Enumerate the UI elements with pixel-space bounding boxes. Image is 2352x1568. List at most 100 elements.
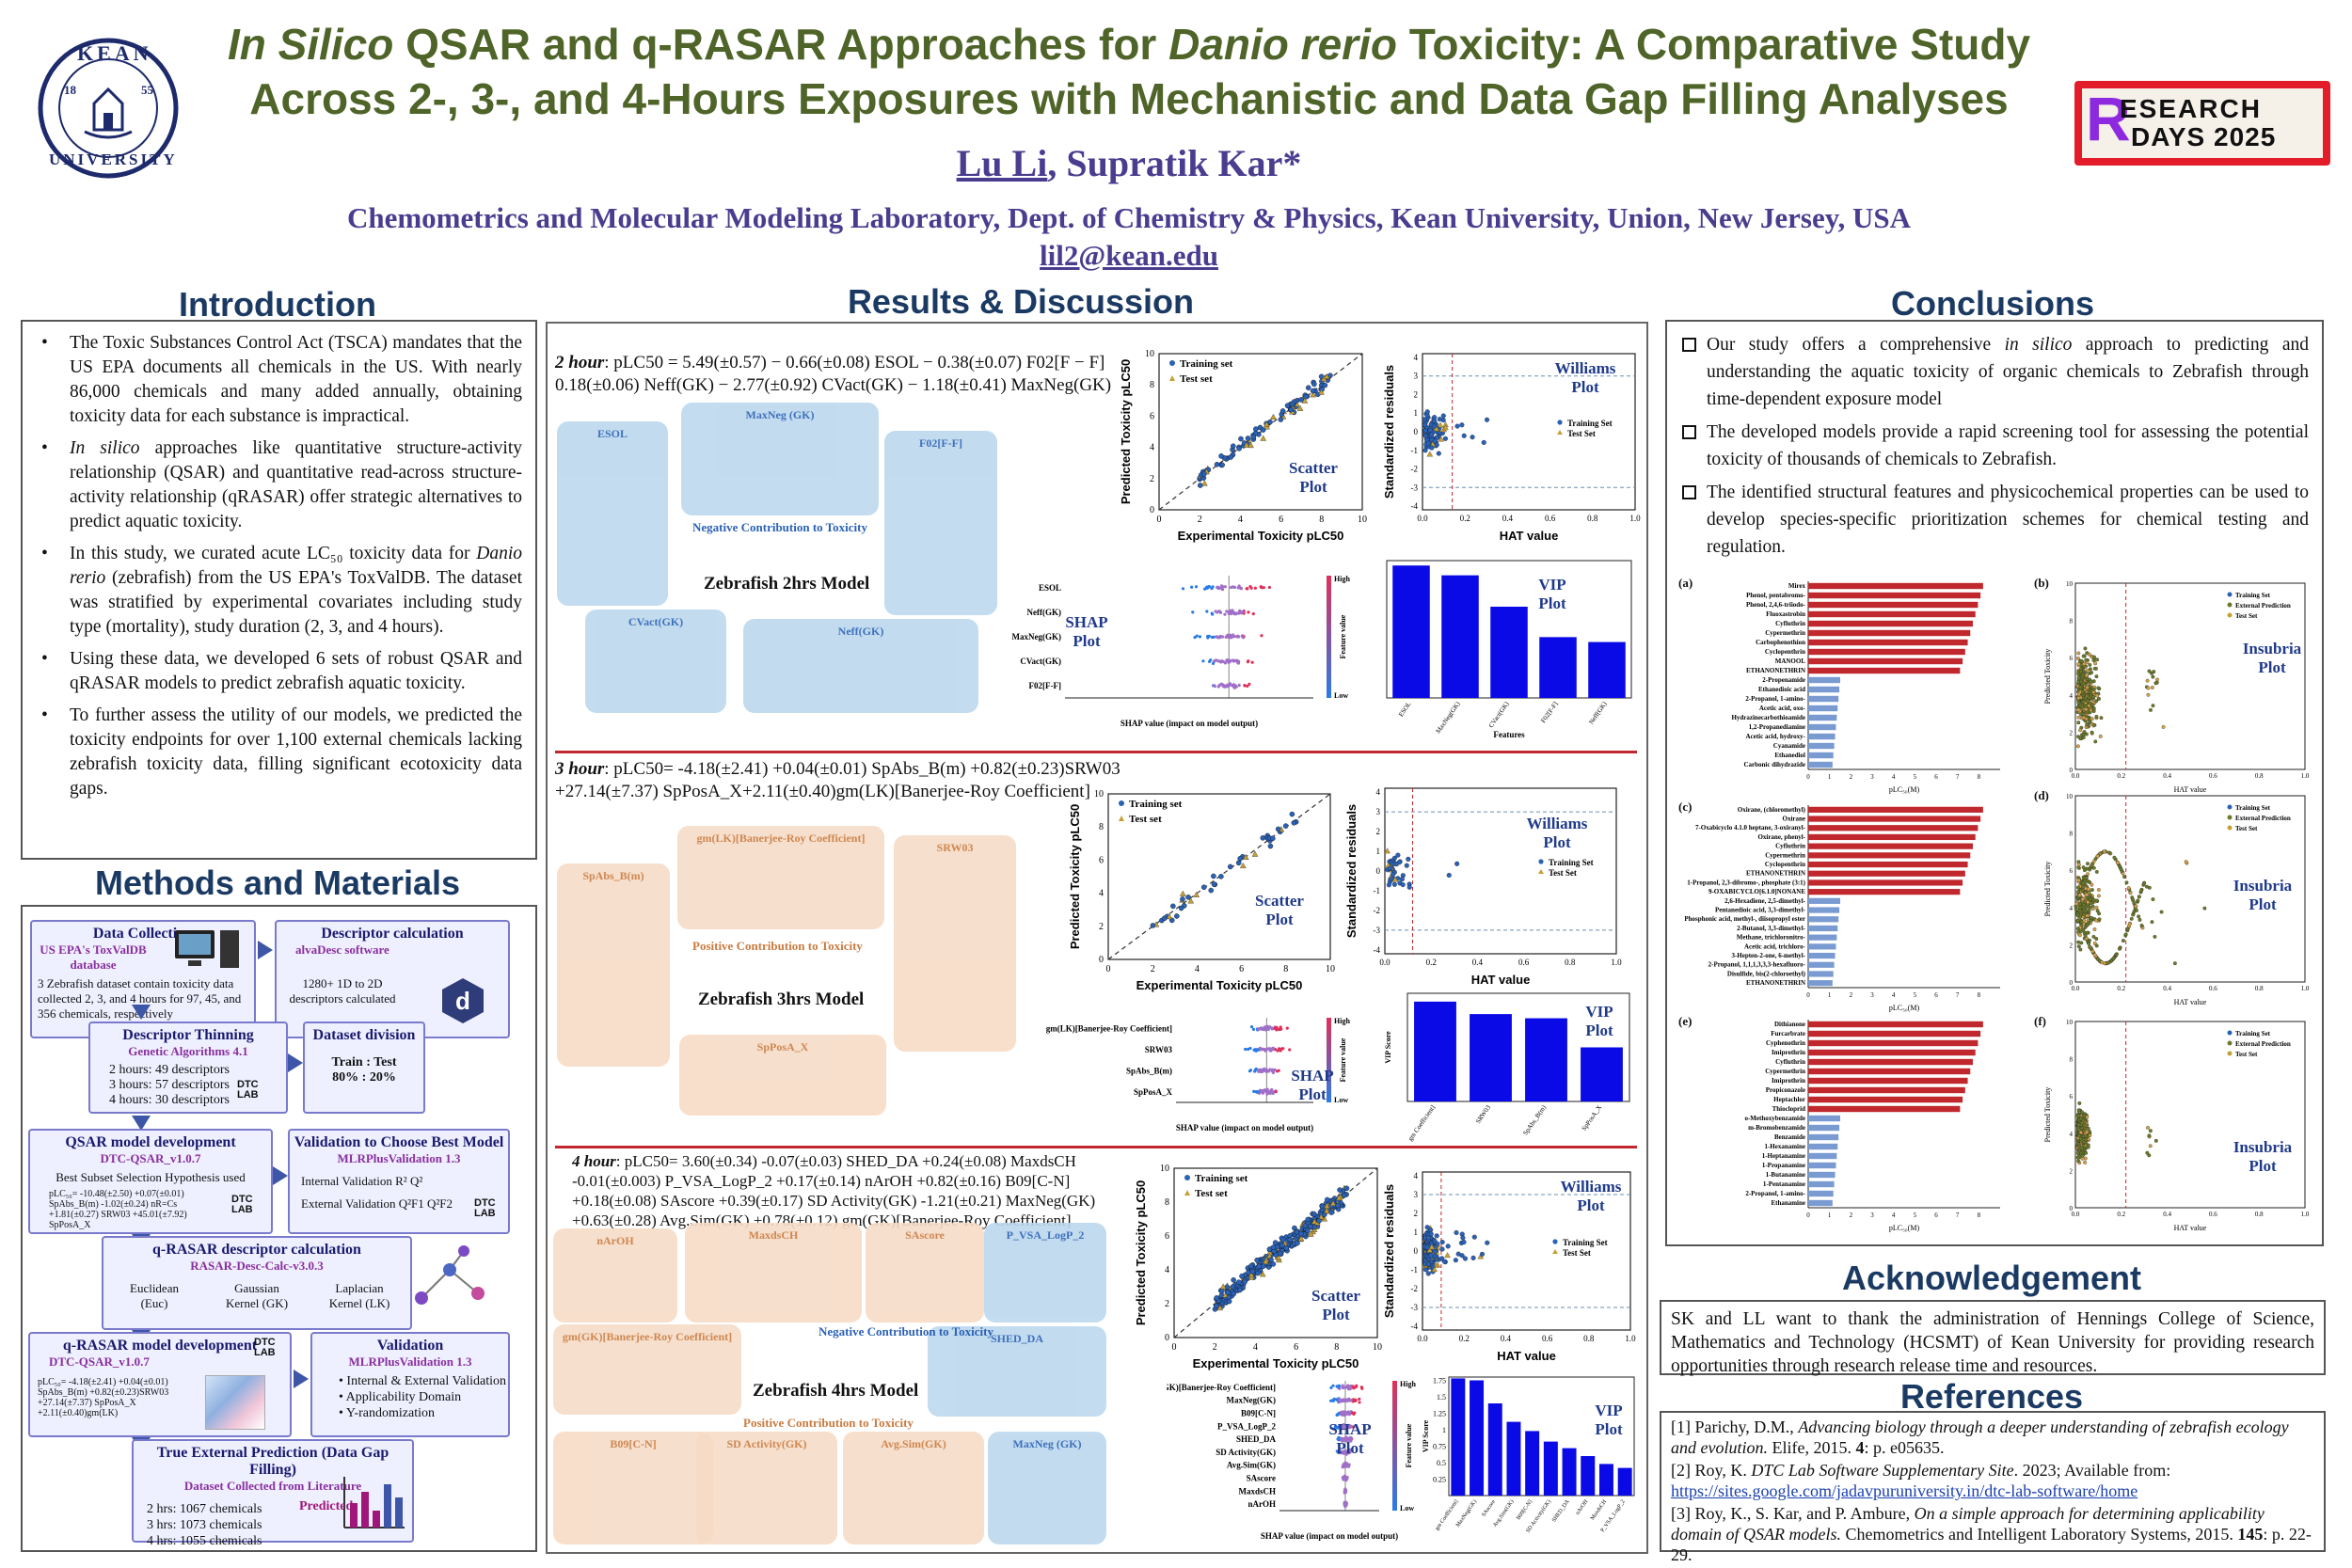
prediction-point bbox=[2081, 865, 2086, 870]
training-point bbox=[1387, 865, 1392, 871]
prediction-point bbox=[2081, 712, 2086, 717]
chemical-label: o-Methoxybenzamide bbox=[1744, 1115, 1805, 1122]
x-axis-label: Experimental Toxicity pLC50 bbox=[1178, 529, 1344, 543]
prediction-point bbox=[2078, 685, 2083, 689]
x-tick-label: 0 bbox=[1157, 515, 1162, 525]
vip-plot-label: VIP Plot bbox=[1595, 1402, 1623, 1438]
shed-da-descriptor-card: SHED_DA bbox=[928, 1326, 1106, 1417]
model-label-4h: Zebrafish 4hrs Model bbox=[753, 1381, 919, 1401]
y-axis-label: Standardized residuals bbox=[1383, 1184, 1396, 1318]
chemical-label: MANOOL bbox=[1775, 657, 1806, 665]
reference-link[interactable]: https://sites.google.com/jadavpurunivers… bbox=[1671, 1481, 2138, 1500]
prediction-point bbox=[2085, 699, 2090, 704]
prediction-point bbox=[2078, 1130, 2083, 1134]
legend-train: Training set bbox=[1195, 1173, 1248, 1184]
toxicity-bar bbox=[1808, 1143, 1838, 1150]
y-tick-label: 8 bbox=[1165, 1197, 1169, 1208]
chemical-label: Carbophenothion bbox=[1756, 639, 1805, 646]
chemical-label: Heptachlor bbox=[1773, 1096, 1805, 1103]
shap-point bbox=[1285, 1026, 1289, 1030]
test-point bbox=[1216, 1304, 1224, 1311]
y-tick-label: 0 bbox=[2070, 1205, 2074, 1212]
training-point bbox=[1393, 862, 1399, 867]
section-title-conclusions: Conclusions bbox=[1890, 284, 2095, 323]
y-tick-label: 0 bbox=[1376, 866, 1381, 876]
heatmap-thumbnail bbox=[205, 1375, 265, 1430]
legend-marker-test bbox=[1552, 1249, 1558, 1254]
legend-marker-test bbox=[1119, 816, 1124, 821]
prediction-point bbox=[2087, 942, 2091, 945]
toxicity-bar bbox=[1808, 667, 1961, 674]
prediction-point bbox=[2086, 900, 2090, 905]
prediction-point bbox=[2085, 1130, 2090, 1134]
training-point bbox=[1270, 1244, 1277, 1250]
chemical-label: Cyclopenthrin bbox=[1765, 861, 1805, 868]
training-point bbox=[1455, 1251, 1461, 1257]
x-axis-label: HAT value bbox=[1471, 973, 1531, 987]
prediction-point bbox=[2076, 863, 2081, 867]
x-tick-label: 5 bbox=[1914, 773, 1917, 781]
training-point bbox=[1431, 423, 1438, 429]
shap-point bbox=[1231, 585, 1235, 589]
training-point bbox=[1404, 863, 1409, 868]
toxicity-bar bbox=[1808, 1039, 1979, 1047]
y-tick-label: 2 bbox=[1414, 1209, 1419, 1218]
training-point bbox=[1432, 419, 1438, 424]
shap-point bbox=[1198, 635, 1202, 639]
prediction-point bbox=[2080, 897, 2085, 902]
training-point bbox=[1422, 448, 1428, 453]
training-point bbox=[1269, 835, 1276, 842]
shap-point bbox=[1215, 635, 1218, 639]
legend-marker bbox=[2227, 612, 2233, 618]
legend-test: Test set bbox=[1180, 373, 1213, 385]
email-link[interactable]: lil2@kean.edu bbox=[1040, 239, 1218, 272]
acknowledgement-panel: SK and LL want to thank the administrati… bbox=[1660, 1300, 2326, 1376]
training-point bbox=[1211, 881, 1217, 887]
prediction-point bbox=[2093, 857, 2098, 862]
training-point bbox=[1310, 388, 1316, 394]
prediction-point bbox=[2076, 707, 2081, 712]
vip-category-label: gm Coefficient] bbox=[1406, 1104, 1437, 1143]
chemical-label: Cyfluthrin bbox=[1775, 1058, 1805, 1066]
legend-marker-test bbox=[1557, 430, 1563, 435]
shap-point bbox=[1231, 658, 1234, 662]
shap-point bbox=[1267, 585, 1271, 590]
prediction-point bbox=[2126, 886, 2131, 891]
shap-point bbox=[1288, 1048, 1292, 1052]
toxicity-bar bbox=[1808, 806, 1983, 813]
test-point bbox=[1428, 1243, 1436, 1250]
prediction-point bbox=[2148, 1144, 2153, 1148]
x-tick-label: 0 bbox=[1806, 1212, 1810, 1219]
prediction-point bbox=[2091, 658, 2096, 662]
prediction-point bbox=[2076, 885, 2080, 890]
toxicity-bar bbox=[1808, 733, 1836, 740]
legend-test: Test Set bbox=[1563, 1248, 1591, 1258]
training-point bbox=[1245, 436, 1251, 441]
x-axis-label: Experimental Toxicity pLC50 bbox=[1193, 1356, 1359, 1370]
vip-category-label: SHED_DA bbox=[1551, 1498, 1571, 1523]
toxicity-bar bbox=[1808, 695, 1839, 703]
x-tick-label: 0 bbox=[1106, 964, 1111, 974]
chemical-label: Methane, trichloronitro- bbox=[1737, 934, 1806, 942]
panel-label-d: (d) bbox=[2034, 788, 2049, 802]
chemical-label: 7-Oxabicyclo 4.1.0 heptane, 3-oxiranyl- bbox=[1695, 824, 1806, 832]
panel-label-e: (e) bbox=[1678, 1014, 1692, 1028]
training-point bbox=[1197, 483, 1203, 488]
y-axis-label: Predicted Toxicity bbox=[2043, 649, 2052, 705]
training-point bbox=[1470, 1255, 1476, 1260]
shap-point bbox=[1214, 610, 1217, 613]
prediction-point bbox=[2151, 704, 2155, 708]
x-tick-label: 0.6 bbox=[1518, 958, 1530, 967]
x-axis-label: HAT value bbox=[2174, 1224, 2207, 1232]
shap-point bbox=[1212, 635, 1216, 639]
x-tick-label: 0.6 bbox=[1542, 1334, 1553, 1343]
y-tick-label: 0 bbox=[1099, 955, 1104, 965]
prediction-point bbox=[2088, 893, 2092, 897]
training-point bbox=[1391, 881, 1397, 887]
prediction-point bbox=[2079, 1117, 2083, 1121]
shap-point bbox=[1191, 610, 1195, 614]
y-tick-label: 2 bbox=[2070, 942, 2074, 949]
prediction-point bbox=[2114, 952, 2119, 957]
training-point bbox=[1422, 428, 1428, 434]
vip-plot-label: VIP Plot bbox=[1585, 1003, 1613, 1039]
